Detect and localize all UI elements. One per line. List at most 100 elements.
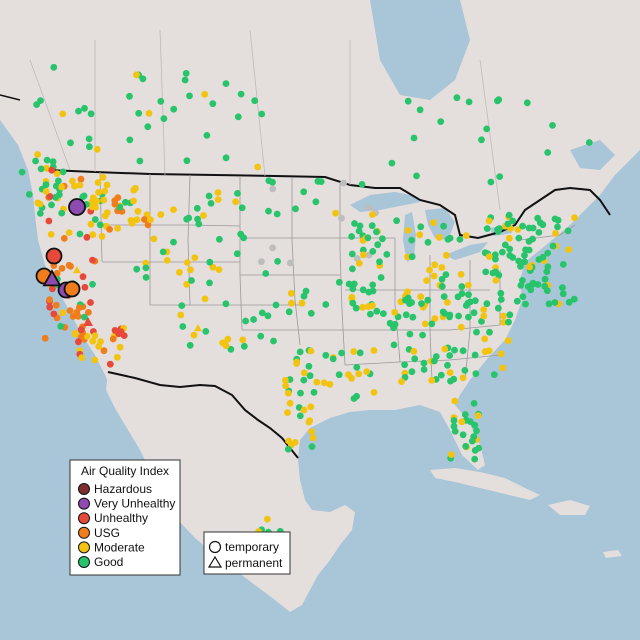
- monitor-point: [227, 345, 235, 353]
- monitor-point: [97, 338, 104, 345]
- monitor-point: [388, 159, 396, 167]
- monitor-point: [363, 368, 371, 375]
- monitor-point: [203, 132, 211, 139]
- monitor-point: [544, 249, 552, 257]
- monitor-point: [492, 255, 499, 263]
- monitor-point: [497, 296, 505, 303]
- monitor-point: [207, 200, 215, 207]
- monitor-point: [506, 234, 513, 242]
- monitor-point: [470, 309, 478, 317]
- monitor-point: [310, 388, 318, 396]
- monitor-point: [87, 299, 94, 306]
- monitor-point-permanent: [194, 324, 202, 332]
- monitor-point: [55, 177, 62, 185]
- monitor-point: [77, 326, 85, 334]
- monitor-point: [483, 225, 491, 233]
- north-america-land: [0, 0, 640, 612]
- monitor-point: [373, 307, 381, 315]
- monitor-point: [360, 251, 367, 259]
- monitor-point: [471, 455, 479, 463]
- aqi-legend-title: Air Quality Index: [81, 464, 169, 478]
- monitor-point: [428, 376, 436, 384]
- monitor-point: [424, 238, 432, 246]
- monitor-point: [408, 236, 416, 244]
- monitor-point: [471, 351, 479, 359]
- monitor-point: [417, 293, 425, 300]
- monitor-point: [50, 63, 58, 71]
- monitor-point: [191, 254, 199, 261]
- monitor-point: [91, 332, 99, 340]
- monitor-point: [89, 231, 97, 239]
- monitor-point: [269, 244, 276, 252]
- monitor-point: [85, 135, 93, 143]
- monitor-point: [438, 275, 446, 283]
- monitor-point: [298, 299, 306, 307]
- monitor-point: [86, 143, 93, 151]
- monitor-point: [297, 389, 304, 397]
- monitor-point: [428, 320, 436, 328]
- monitor-point: [500, 312, 507, 320]
- monitor-point: [401, 361, 408, 369]
- monitor-point: [142, 264, 150, 272]
- monitor-point: [194, 215, 202, 223]
- monitor-point: [393, 217, 400, 225]
- monitor-point: [423, 277, 430, 284]
- monitor-point: [177, 311, 185, 319]
- monitor-point: [499, 364, 507, 372]
- monitor-point: [262, 270, 270, 277]
- monitor-point: [81, 104, 88, 112]
- monitor-point: [408, 368, 416, 376]
- monitor-point: [367, 310, 374, 318]
- monitor-point: [470, 400, 478, 407]
- monitor-point: [41, 334, 49, 342]
- monitor-point: [501, 241, 509, 249]
- monitor-point: [215, 266, 223, 273]
- monitor-point: [404, 227, 412, 234]
- monitor-point: [506, 311, 514, 319]
- monitor-point-permanent: [73, 266, 81, 274]
- monitor-point: [417, 223, 425, 231]
- monitor-point: [322, 301, 330, 308]
- monitor-point: [75, 107, 82, 115]
- monitor-point: [141, 216, 148, 223]
- monitor-point: [282, 382, 289, 390]
- monitor-point: [499, 248, 506, 256]
- monitor-point: [170, 105, 178, 113]
- monitor-point: [356, 222, 364, 230]
- monitor-point: [95, 189, 102, 196]
- monitor-point: [554, 223, 561, 231]
- monitor-point: [308, 443, 316, 450]
- monitor-point: [525, 224, 533, 232]
- cuba: [430, 468, 540, 500]
- monitor-point: [306, 372, 314, 380]
- monitor-point: [49, 285, 56, 293]
- monitor-point: [370, 389, 378, 396]
- monitor-point: [459, 431, 467, 439]
- monitor-point: [307, 347, 315, 355]
- monitor-point: [552, 229, 559, 237]
- monitor-point: [250, 316, 257, 323]
- monitor-point: [320, 379, 328, 387]
- legend-permanent-label: permanent: [225, 556, 283, 570]
- monitor-point: [473, 427, 480, 435]
- monitor-point: [81, 283, 89, 291]
- monitor-point: [45, 217, 53, 225]
- legend-swatch-very-unhealthy: [78, 497, 90, 510]
- monitor-point: [458, 418, 466, 426]
- monitor-point: [410, 134, 418, 142]
- monitor-point: [314, 177, 322, 185]
- monitor-point: [159, 248, 167, 256]
- monitor-point: [358, 181, 366, 188]
- monitor-point: [89, 280, 96, 288]
- monitor-point: [273, 210, 281, 218]
- monitor-point: [183, 259, 191, 266]
- monitor-point: [455, 312, 462, 320]
- monitor-point: [564, 227, 572, 235]
- monitor-point: [539, 221, 547, 229]
- monitor-point: [239, 336, 247, 344]
- legend-swatch-good: [78, 556, 90, 568]
- monitor-point: [359, 246, 367, 254]
- monitor-point: [139, 75, 147, 83]
- monitor-point: [36, 200, 44, 208]
